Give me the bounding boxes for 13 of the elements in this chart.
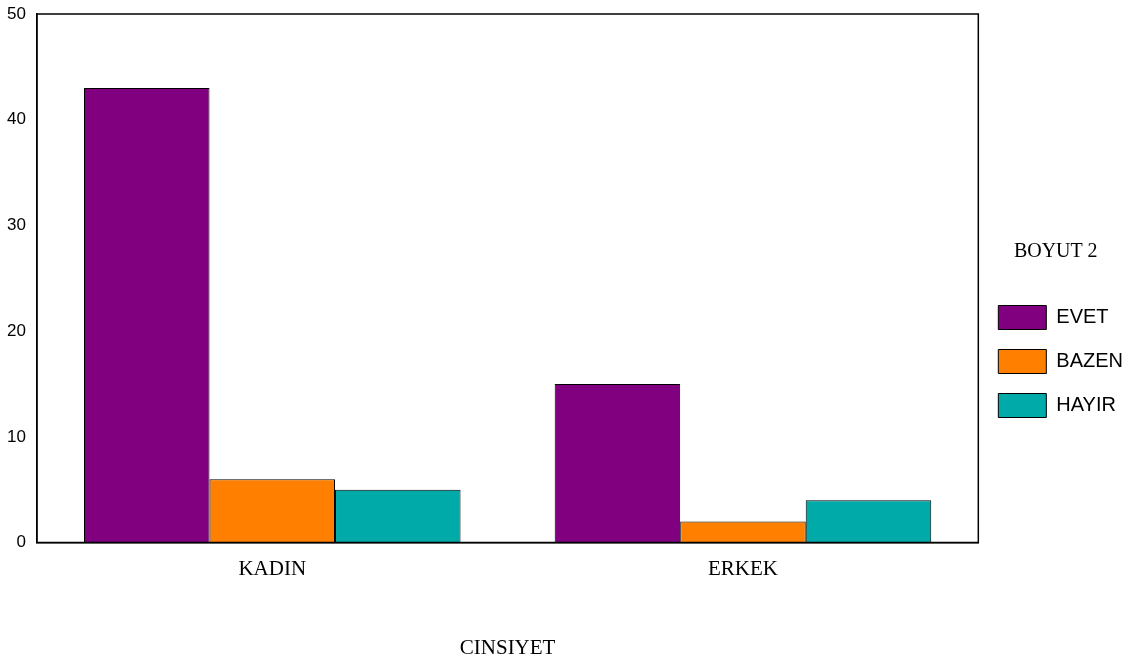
y-tick-label: 10 — [6, 426, 26, 446]
x-tick-label: KADIN — [238, 555, 307, 580]
y-tick-label: 50 — [6, 3, 26, 23]
x-axis-title: CINSIYET — [459, 634, 556, 659]
y-tick-label: 30 — [6, 215, 26, 235]
y-tick-label: 20 — [6, 320, 26, 340]
legend-label: BAZEN — [1056, 349, 1124, 372]
y-tick-label: 40 — [6, 109, 26, 129]
legend-label: EVET — [1056, 305, 1109, 328]
legend-label: HAYIR — [1056, 393, 1116, 416]
x-tick-label: ERKEK — [707, 555, 778, 580]
legend-title: BOYUT 2 — [1013, 238, 1098, 261]
y-tick-label: 0 — [16, 532, 26, 552]
